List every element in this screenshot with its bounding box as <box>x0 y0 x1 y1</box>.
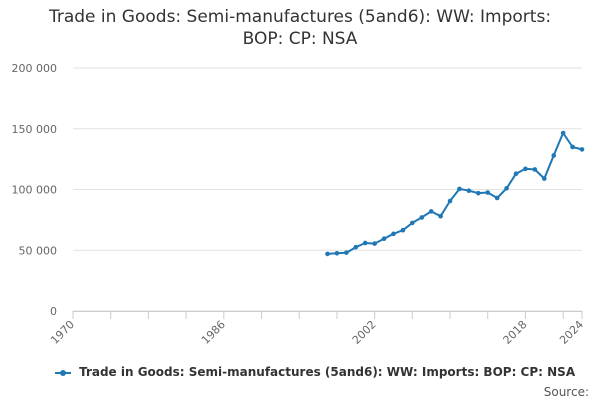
data-point <box>457 186 462 192</box>
data-point <box>541 176 547 181</box>
chart-title: Trade in Goods: Semi-manufactures (5and6… <box>0 6 600 50</box>
data-point <box>579 147 585 152</box>
y-tick-label: 100 000 <box>12 184 58 197</box>
chart-title-line-2: BOP: CP: NSA <box>242 29 358 49</box>
data-point <box>494 195 500 201</box>
x-tick-label: 1986 <box>199 318 228 347</box>
series-layer <box>325 130 585 257</box>
data-point <box>447 198 453 204</box>
x-tick-label: 2002 <box>350 318 379 347</box>
x-tick-label: 1970 <box>48 318 77 347</box>
data-point <box>419 215 425 220</box>
data-point <box>476 190 481 196</box>
data-point <box>410 220 415 226</box>
data-point <box>570 144 575 150</box>
data-point <box>428 209 434 214</box>
data-point <box>391 231 396 237</box>
data-point <box>485 190 491 195</box>
series-line <box>327 132 583 255</box>
data-point <box>362 240 368 246</box>
y-tick-label: 50 000 <box>19 244 58 257</box>
y-tick-label: 0 <box>50 305 57 318</box>
chart-title-line-1: Trade in Goods: Semi-manufactures (5and6… <box>48 7 552 27</box>
data-point <box>523 166 528 172</box>
data-point <box>560 130 566 136</box>
data-point <box>438 213 443 219</box>
data-point <box>353 244 359 250</box>
data-point <box>513 171 519 177</box>
legend[interactable]: Trade in Goods: Semi-manufactures (5and6… <box>30 365 600 379</box>
legend-series-label: Trade in Goods: Semi-manufactures (5and6… <box>79 365 576 379</box>
data-point <box>466 188 472 194</box>
y-tick-label: 150 000 <box>12 123 58 136</box>
legend-line-marker-icon <box>54 369 71 376</box>
y-tick-label: 200 000 <box>12 62 58 75</box>
data-point <box>400 227 406 233</box>
data-point <box>344 250 349 255</box>
x-tick-label: 2024 <box>557 318 586 347</box>
data-point <box>381 236 387 242</box>
data-point <box>334 250 340 256</box>
data-point <box>325 251 330 257</box>
source-label: Source: <box>543 385 589 399</box>
data-point <box>551 153 557 158</box>
data-point <box>504 185 509 191</box>
data-point <box>372 241 377 246</box>
data-point <box>532 167 538 172</box>
axes: 0 50 000 100 000 150 000 200 000 1970 1986 2002… <box>12 62 587 347</box>
x-tick-label: 2018 <box>501 318 530 347</box>
